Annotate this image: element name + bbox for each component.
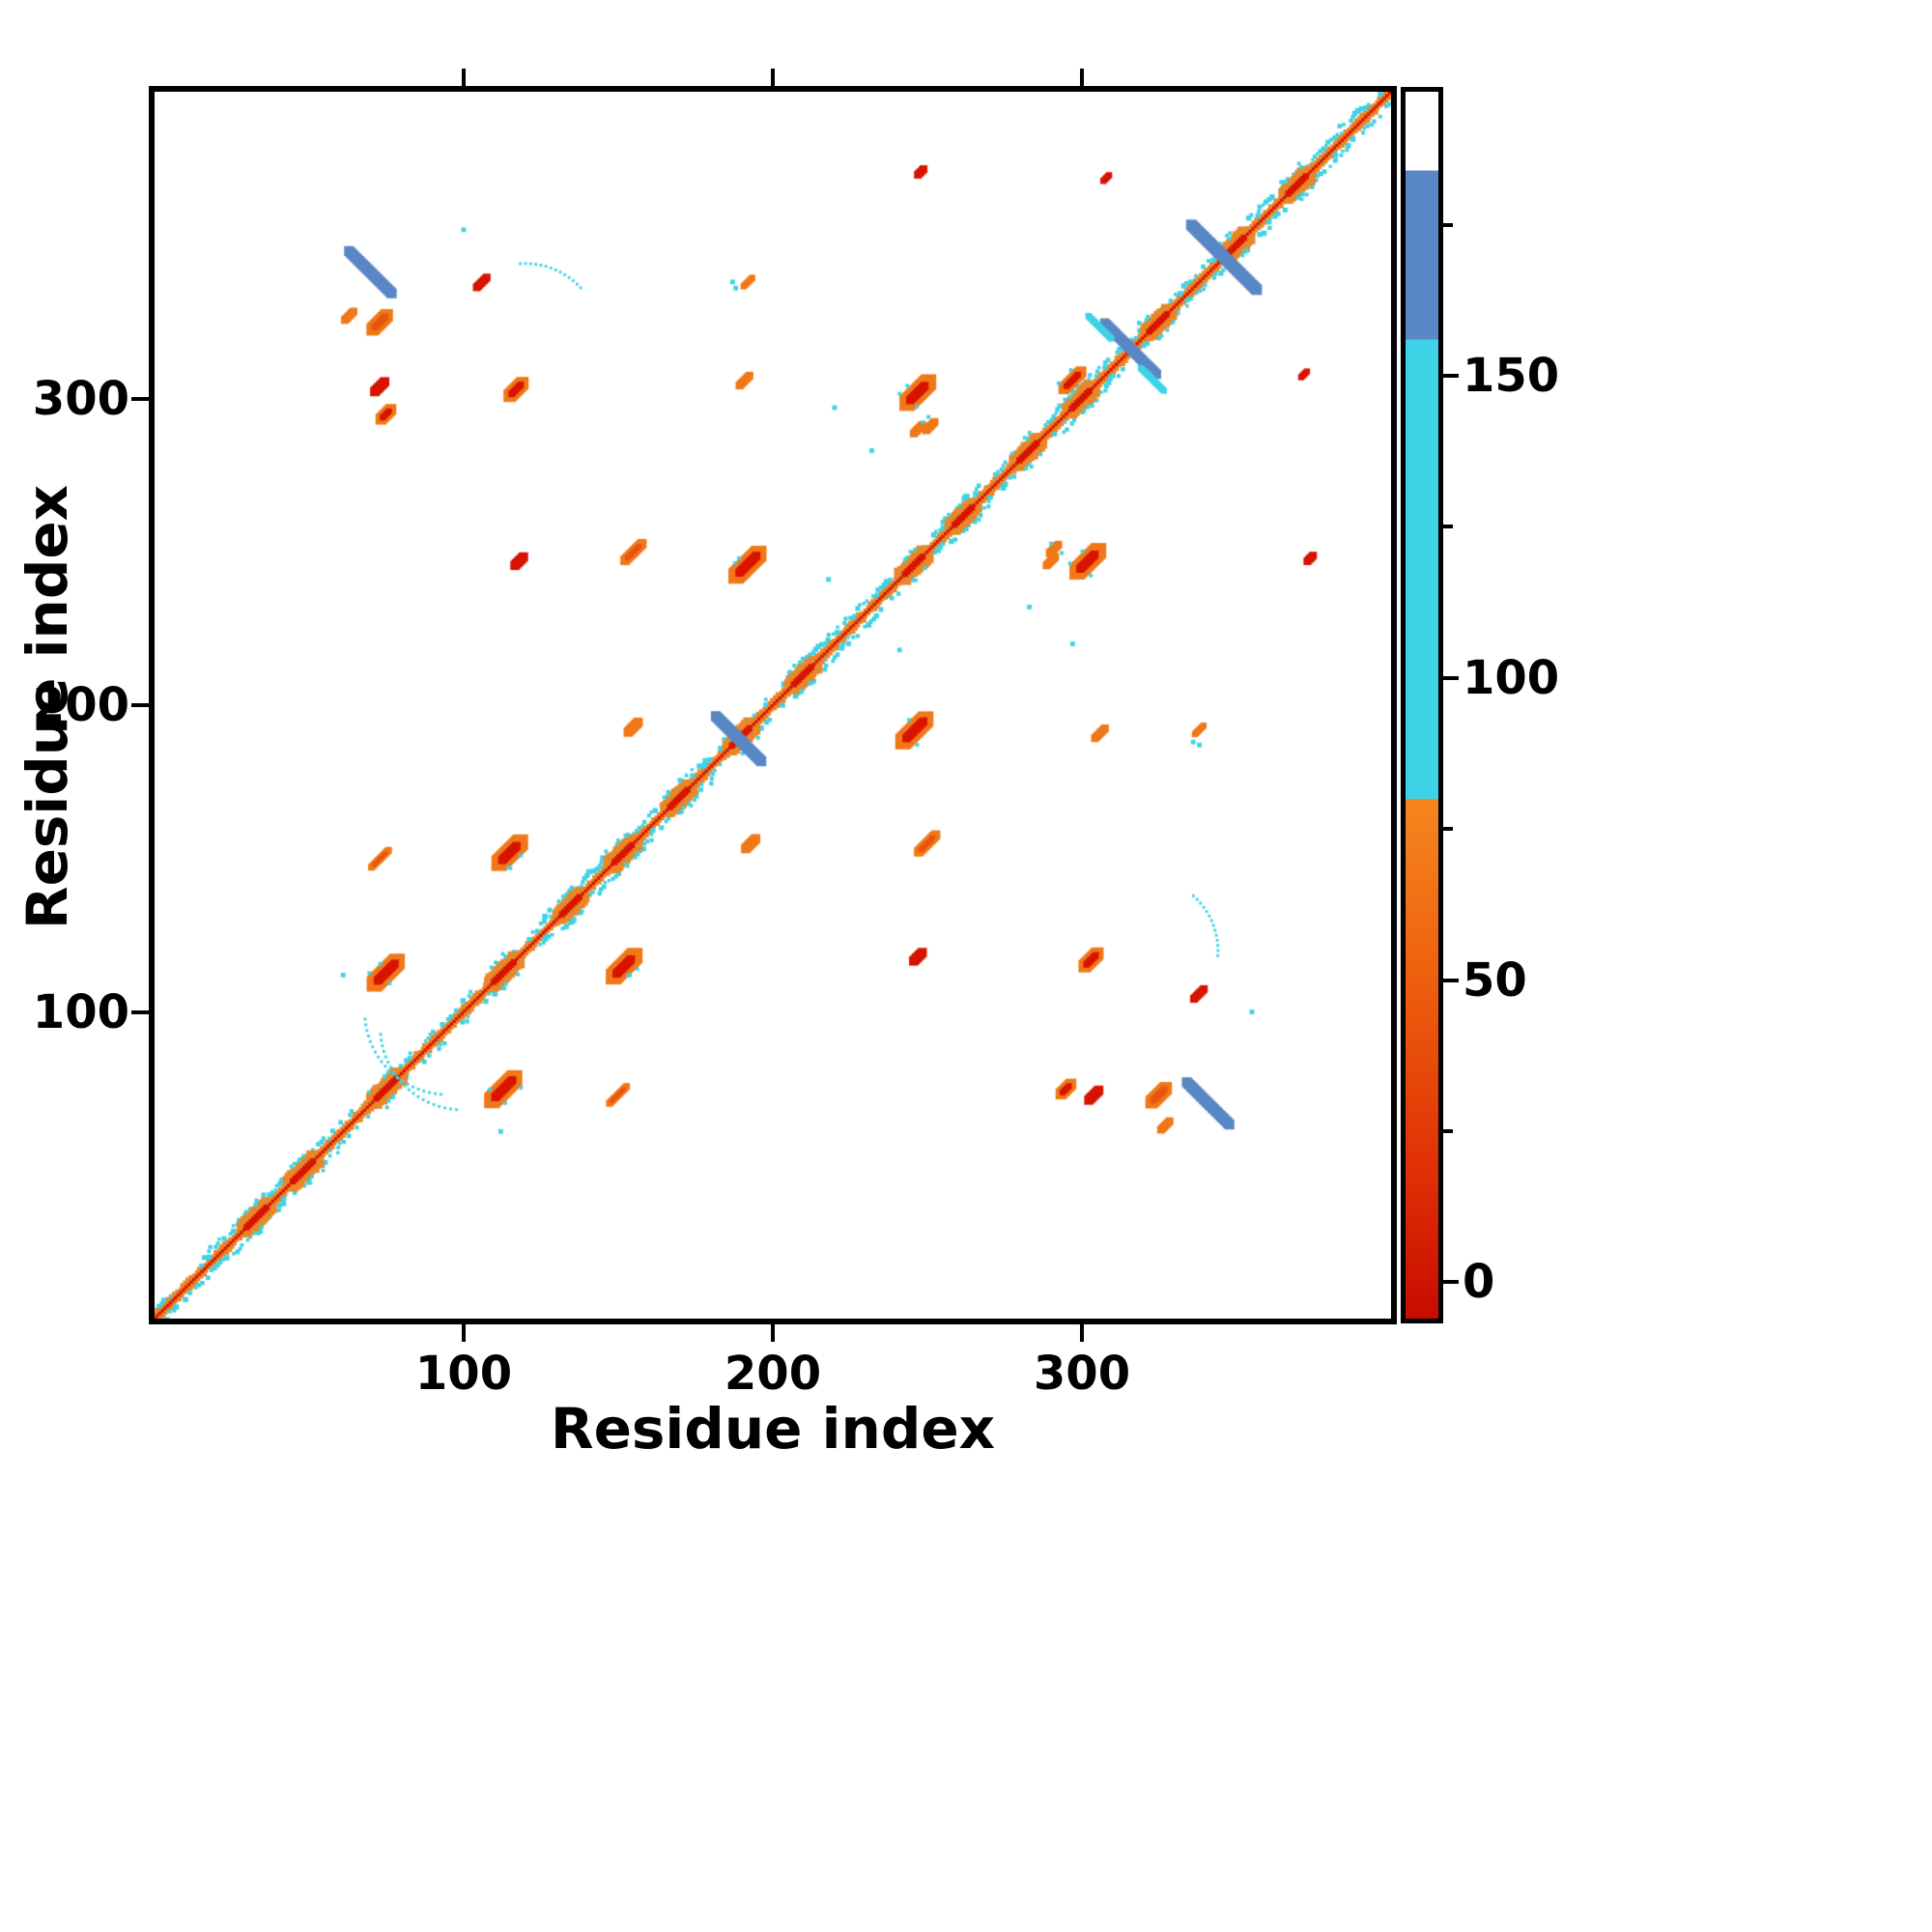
colorbar-minor-tick bbox=[1443, 827, 1453, 832]
x-tick-label: 200 bbox=[724, 1347, 822, 1401]
x-tick-label: 300 bbox=[1033, 1347, 1131, 1401]
y-tick-label: 100 bbox=[32, 984, 129, 1039]
colorbar-gradient bbox=[1406, 92, 1438, 1319]
y-tick-label: 300 bbox=[32, 371, 129, 426]
x-axis-top-tick bbox=[1080, 69, 1084, 86]
y-axis-tick bbox=[131, 396, 149, 401]
colorbar-tick-label: 150 bbox=[1463, 349, 1560, 404]
colorbar-tick-label: 100 bbox=[1463, 650, 1560, 705]
colorbar-major-tick bbox=[1443, 675, 1459, 680]
x-axis-label: Residue index bbox=[550, 1396, 996, 1462]
y-axis-tick bbox=[131, 1009, 149, 1014]
x-axis-tick bbox=[1080, 1324, 1084, 1342]
x-axis-top-tick bbox=[462, 69, 466, 86]
x-axis-tick bbox=[771, 1324, 775, 1342]
colorbar-major-tick bbox=[1443, 978, 1459, 982]
contact-map-canvas bbox=[155, 92, 1391, 1319]
colorbar-tick-label: 50 bbox=[1463, 952, 1527, 1008]
y-axis-tick bbox=[131, 703, 149, 707]
x-axis-tick bbox=[462, 1324, 466, 1342]
colorbar-minor-tick bbox=[1443, 222, 1453, 227]
colorbar-tick-label: 0 bbox=[1463, 1255, 1495, 1310]
colorbar-major-tick bbox=[1443, 374, 1459, 379]
colorbar-minor-tick bbox=[1443, 1129, 1453, 1134]
x-tick-label: 100 bbox=[414, 1347, 513, 1401]
y-tick-label: 200 bbox=[32, 678, 129, 732]
colorbar-minor-tick bbox=[1443, 525, 1453, 529]
colorbar-major-tick bbox=[1443, 1280, 1459, 1285]
x-axis-top-tick bbox=[771, 69, 775, 86]
